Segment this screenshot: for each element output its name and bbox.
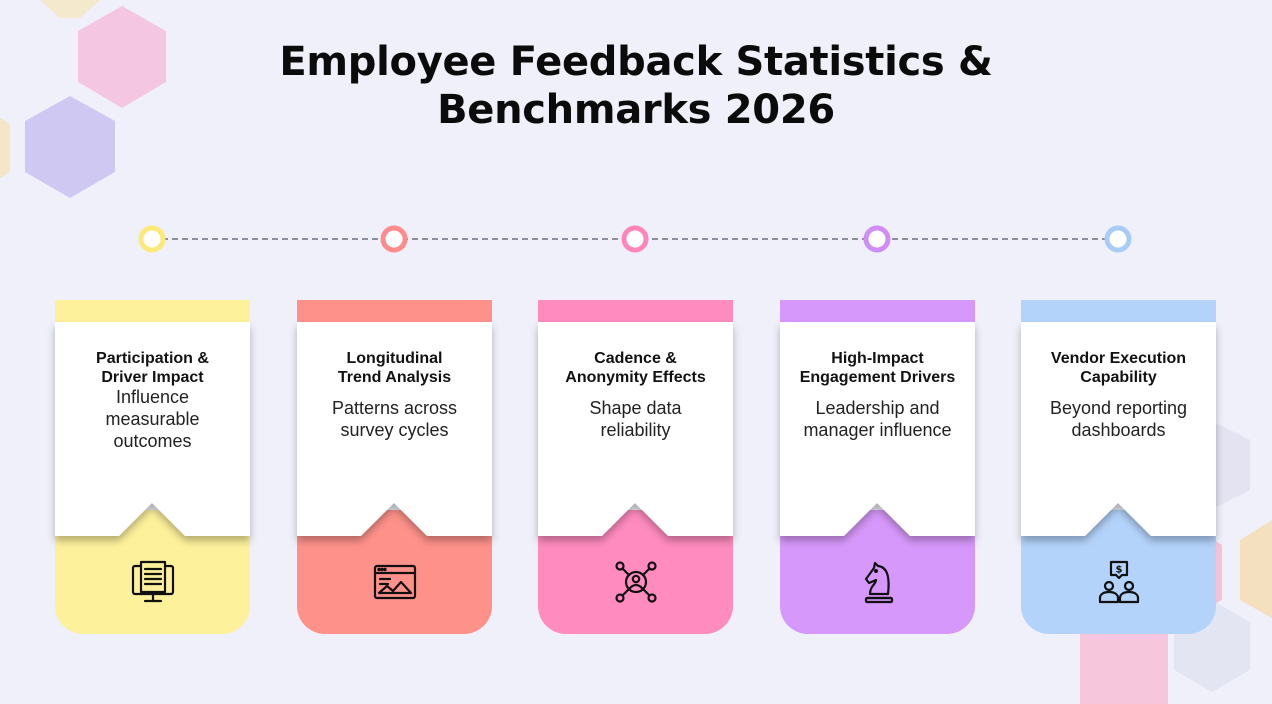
chess-knight-icon bbox=[864, 561, 894, 604]
hexagon-decor bbox=[1214, 540, 1222, 604]
card-vendor-execution-capability: Vendor Execution Capability Beyond repor… bbox=[1021, 300, 1216, 634]
card-heading: Cadence & Anonymity Effects bbox=[565, 350, 706, 386]
card-heading: Vendor Execution Capability bbox=[1050, 350, 1187, 386]
timeline-node-2 bbox=[380, 225, 408, 253]
card-high-impact-engagement-drivers: High-Impact Engagement Drivers Leadershi… bbox=[780, 300, 975, 634]
card-description: Influence measurable outcomes bbox=[77, 300, 228, 510]
card-panel bbox=[538, 322, 733, 536]
timeline-node-1 bbox=[138, 225, 166, 253]
card-cadence-anonymity-effects: Cadence & Anonymity Effects Shape data r… bbox=[538, 300, 733, 634]
card-heading: Participation & Driver Impact bbox=[96, 350, 209, 386]
hexagon-decor bbox=[40, 0, 100, 18]
card-heading: Longitudinal Trend Analysis bbox=[337, 350, 452, 386]
svg-text:$: $ bbox=[1116, 565, 1123, 576]
network-user-icon bbox=[615, 561, 657, 603]
timeline-node-3 bbox=[621, 225, 649, 253]
card-description: Shape data reliability bbox=[560, 300, 711, 510]
card-panel bbox=[55, 322, 250, 536]
card-description-text: Influence measurable outcomes bbox=[105, 387, 200, 451]
card-color-strip bbox=[780, 300, 975, 322]
card-description: Patterns across survey cycles bbox=[319, 300, 470, 510]
card-panel bbox=[780, 322, 975, 536]
card-longitudinal-trend-analysis: Longitudinal Trend Analysis Patterns acr… bbox=[297, 300, 492, 634]
card-color-strip bbox=[55, 300, 250, 322]
team-cost-icon: $ bbox=[1098, 560, 1140, 604]
browser-image-icon bbox=[373, 564, 417, 600]
card-description-text: Beyond reporting dashboards bbox=[1049, 398, 1188, 440]
title-line-2: Benchmarks 2026 bbox=[437, 87, 835, 133]
card-description-text: Leadership and manager influence bbox=[803, 398, 952, 440]
computer-monitor-icon bbox=[131, 560, 175, 603]
card-panel bbox=[297, 322, 492, 536]
card-description-text: Patterns across survey cycles bbox=[331, 398, 458, 440]
page-title: Employee Feedback Statistics & Benchmark… bbox=[0, 38, 1272, 134]
timeline-node-4 bbox=[863, 225, 891, 253]
card-color-strip bbox=[1021, 300, 1216, 322]
card-color-strip bbox=[297, 300, 492, 322]
timeline-node-5 bbox=[1104, 225, 1132, 253]
card-description: Beyond reporting dashboards bbox=[1043, 300, 1194, 510]
card-participation-driver-impact: Participation & Driver Impact Influence … bbox=[55, 300, 250, 634]
hexagon-decor bbox=[1240, 520, 1272, 618]
card-description-text: Shape data reliability bbox=[589, 398, 682, 440]
card-color-strip bbox=[538, 300, 733, 322]
card-heading: High-Impact Engagement Drivers bbox=[799, 350, 956, 386]
hexagon-decor bbox=[78, 6, 166, 108]
hexagon-decor bbox=[0, 118, 10, 178]
hexagon-decor bbox=[25, 96, 115, 198]
card-panel bbox=[1021, 322, 1216, 536]
card-description: Leadership and manager influence bbox=[802, 300, 953, 510]
title-line-1: Employee Feedback Statistics & bbox=[279, 39, 993, 85]
